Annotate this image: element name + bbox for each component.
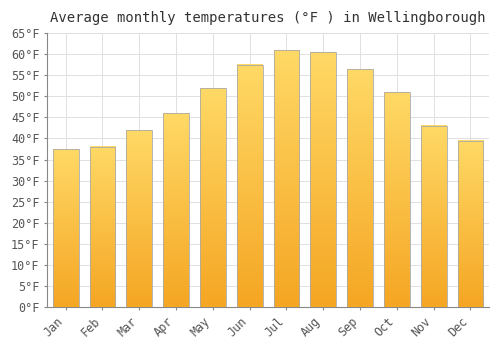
Bar — [384, 92, 410, 307]
Bar — [310, 52, 336, 307]
Title: Average monthly temperatures (°F ) in Wellingborough: Average monthly temperatures (°F ) in We… — [50, 11, 486, 25]
Bar — [163, 113, 189, 307]
Bar — [90, 147, 116, 307]
Bar — [421, 126, 446, 307]
Bar — [200, 88, 226, 307]
Bar — [237, 65, 262, 307]
Bar — [53, 149, 78, 307]
Bar — [347, 69, 373, 307]
Bar — [274, 50, 299, 307]
Bar — [126, 130, 152, 307]
Bar — [458, 141, 483, 307]
